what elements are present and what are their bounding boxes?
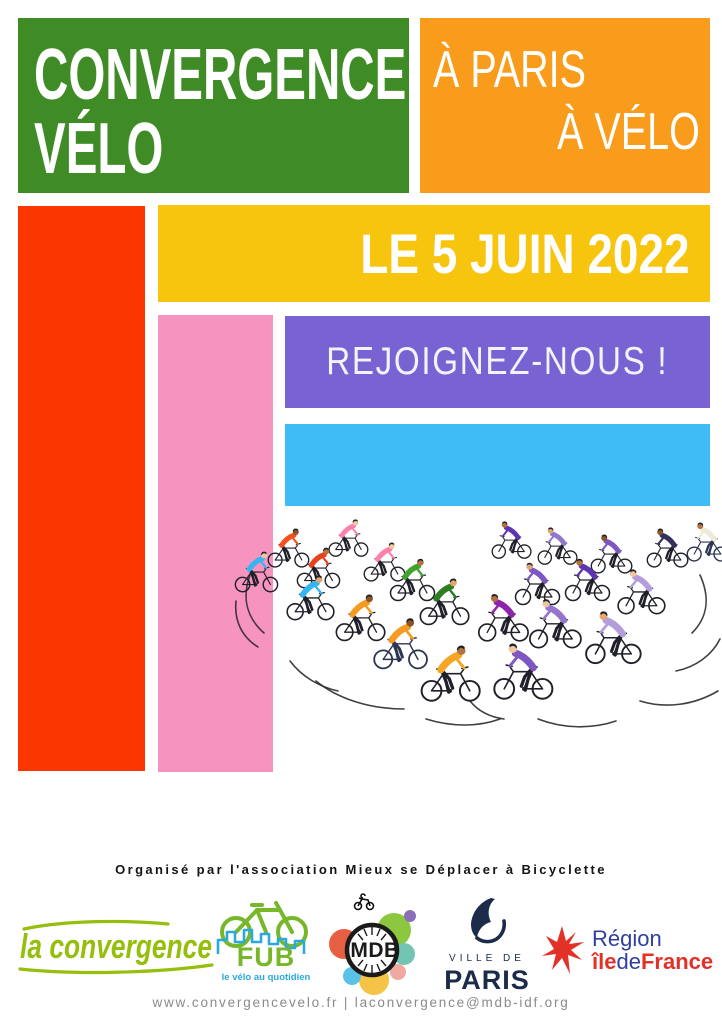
paris-line2: PARIS (444, 965, 530, 995)
cyclist (422, 646, 480, 701)
logo-ville-de-paris: VILLE DE PARIS (437, 896, 537, 995)
cyclist (336, 595, 384, 641)
cyclist (268, 529, 308, 567)
logo-la-convergence: la convergence (14, 912, 218, 980)
pink-bar (158, 315, 273, 772)
cyclist (530, 599, 581, 647)
cyclist (687, 523, 722, 561)
event-date: LE 5 JUIN 2022 (360, 222, 690, 285)
idf-iledefrance-text: îledeFrance (592, 948, 714, 974)
title-block: CONVERGENCE VÉLO (18, 18, 409, 193)
cyclist (287, 575, 334, 619)
mdb-mini-cyclist-icon (353, 893, 375, 911)
poster-title-line2: VÉLO (34, 109, 164, 189)
location-line1: À PARIS (433, 41, 587, 99)
cyclist (591, 535, 631, 573)
fub-bike-skyline-icon (216, 901, 308, 954)
cyclist (235, 552, 277, 592)
cyclist (647, 529, 687, 567)
poster-title-line1: CONVERGENCE (34, 35, 407, 115)
cta-block: REJOIGNEZ-NOUS ! (285, 316, 710, 408)
cyclist (329, 519, 368, 556)
blue-bar (285, 424, 710, 506)
cyclist (586, 611, 641, 663)
mdb-name: MDB (350, 939, 400, 962)
red-bar (18, 206, 145, 771)
la-convergence-logo-graphic: la convergence (18, 919, 214, 975)
cyclist (391, 559, 435, 601)
location-line2: À VÉLO (557, 103, 700, 161)
contact-line: www.convergencevelo.fr | laconvergence@m… (152, 995, 570, 1010)
logo-mdb: MDB (322, 892, 428, 1004)
la-convergence-text: la convergence (20, 928, 212, 966)
cyclist (494, 644, 552, 699)
mdb-wheel-icon (329, 893, 416, 995)
location-block: À PARIS À VÉLO (420, 18, 710, 193)
organizer-text: Organisé par l'association Mieux se Dépl… (115, 862, 607, 877)
cyclist (364, 543, 404, 581)
cyclist (618, 569, 665, 613)
paris-line1: VILLE DE (449, 953, 525, 964)
cyclists-layer (235, 519, 722, 700)
date-block: LE 5 JUIN 2022 (158, 205, 710, 302)
idf-star-icon (542, 926, 584, 974)
logo-fub: FUB le vélo au quotidien (212, 898, 320, 994)
cyclist (492, 521, 531, 558)
cyclist (516, 563, 560, 605)
paris-sail-icon (471, 898, 507, 944)
cyclist (538, 527, 577, 564)
idf-region-text: Région (592, 925, 662, 951)
cyclist (479, 594, 528, 641)
motion-lines (234, 574, 721, 728)
cyclist (566, 559, 610, 601)
fub-name: FUB (236, 942, 296, 972)
logo-region-ile-de-france: Région îledeFrance (538, 920, 714, 980)
cyclists-illustration (220, 505, 722, 728)
cta-text: REJOIGNEZ-NOUS ! (326, 340, 669, 383)
fub-tagline: le vélo au quotidien (221, 972, 311, 983)
